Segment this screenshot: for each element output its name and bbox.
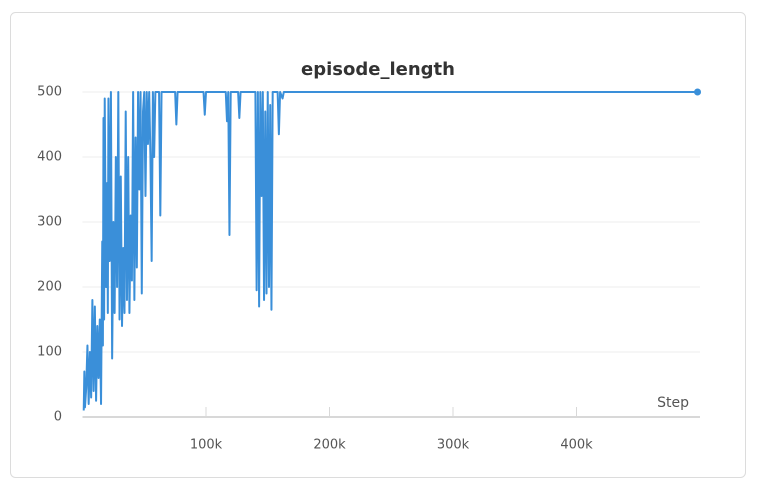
x-tick-label: 200k — [313, 438, 346, 453]
x-tick-label: 400k — [560, 438, 593, 453]
x-tick-label: 100k — [190, 438, 223, 453]
x-axis-label: Step — [657, 395, 689, 411]
y-tick-label: 100 — [37, 345, 62, 360]
x-tick-label: 300k — [437, 438, 470, 453]
y-tick-label: 0 — [54, 410, 62, 425]
chart-title: episode_length — [301, 59, 455, 80]
end-point — [694, 88, 702, 96]
y-tick-label: 200 — [37, 280, 62, 295]
y-tick-label: 500 — [37, 85, 62, 100]
y-tick-label: 300 — [37, 215, 62, 230]
y-tick-label: 400 — [37, 150, 62, 165]
panel — [10, 12, 746, 478]
line — [82, 91, 698, 411]
